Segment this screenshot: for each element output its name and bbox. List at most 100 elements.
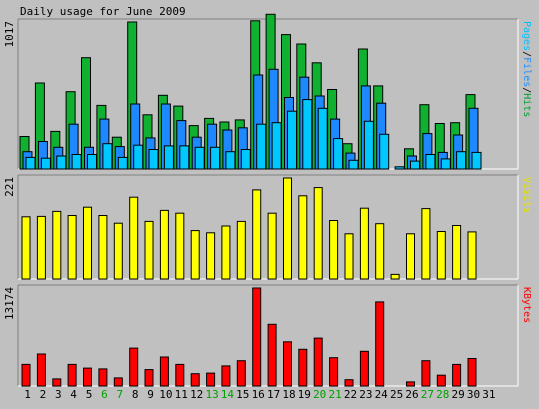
x-tick-label-day-1: 1	[24, 388, 31, 401]
panel-visits: 221 Visits	[3, 174, 532, 280]
bar-pages-day-10	[163, 145, 174, 170]
panel-kbytes: 13174 KBytes	[3, 284, 532, 387]
bar-pages-day-2	[40, 157, 51, 170]
bar-kbytes-day-29	[452, 363, 462, 387]
bar-visits-day-23	[359, 207, 369, 280]
x-tick-label-day-29: 29	[451, 388, 464, 401]
bar-kbytes-day-13	[206, 372, 216, 387]
x-tick-label-day-10: 10	[159, 388, 172, 401]
series-visits	[21, 177, 477, 280]
bar-kbytes-day-3	[52, 378, 62, 387]
bar-visits-day-4	[67, 215, 77, 280]
bar-kbytes-day-18	[283, 341, 292, 387]
x-tick-label-day-30: 30	[467, 388, 480, 401]
bar-kbytes-day-5	[83, 367, 92, 387]
bar-pages-day-3	[56, 155, 67, 170]
bar-visits-day-28	[436, 231, 446, 280]
bar-pages-day-30	[471, 151, 482, 170]
x-tick-label-day-19: 19	[298, 388, 311, 401]
bar-kbytes-day-28	[436, 374, 446, 387]
bar-pages-day-13	[210, 146, 221, 170]
x-tick-label-day-7: 7	[116, 388, 123, 401]
x-tick-label-day-24: 24	[375, 388, 389, 401]
panel-hits: 1017 Pages/Files/Hits	[3, 13, 532, 170]
bar-kbytes-day-6	[98, 368, 108, 387]
bar-visits-day-25	[390, 273, 400, 280]
bar-kbytes-day-2	[36, 353, 46, 387]
bar-visits-day-20	[313, 187, 323, 280]
panel-visits-legend: Visits	[521, 177, 532, 213]
bar-pages-day-17	[271, 122, 282, 170]
x-tick-label-day-11: 11	[175, 388, 188, 401]
x-tick-label-day-14: 14	[221, 388, 235, 401]
bar-pages-day-8	[133, 144, 144, 170]
bar-pages-day-9	[148, 149, 159, 170]
bar-visits-day-27	[421, 208, 431, 280]
bar-pages-day-4	[71, 154, 82, 170]
bar-pages-day-27	[425, 154, 436, 170]
bar-pages-day-22	[348, 159, 359, 170]
x-tick-label-day-25: 25	[390, 388, 403, 401]
x-axis-labels: 1 2 3 4 5 6 7 8 9 10 11 12 13 14 15 16 17 18 19 20 21 22 23 24 2…	[24, 388, 495, 401]
bar-visits-day-9	[144, 220, 154, 280]
x-tick-label-day-4: 4	[70, 388, 77, 401]
x-tick-label-day-17: 17	[267, 388, 280, 401]
bar-pages-day-25	[394, 166, 405, 170]
x-tick-label-day-2: 2	[40, 388, 47, 401]
series-pages	[25, 99, 482, 170]
bar-visits-day-21	[329, 220, 339, 280]
x-tick-label-day-15: 15	[236, 388, 249, 401]
bar-kbytes-day-16	[252, 287, 262, 387]
bar-kbytes-day-26	[406, 381, 415, 387]
series-kbytes	[21, 287, 477, 387]
x-tick-label-day-3: 3	[55, 388, 62, 401]
x-tick-label-day-22: 22	[344, 388, 357, 401]
x-tick-label-day-9: 9	[147, 388, 154, 401]
bar-pages-day-21	[333, 138, 344, 170]
bar-visits-day-15	[236, 220, 246, 280]
bar-kbytes-day-24	[375, 301, 385, 387]
bar-kbytes-day-15	[236, 360, 246, 387]
bar-visits-day-3	[52, 210, 62, 280]
bar-pages-day-7	[117, 156, 128, 170]
bar-visits-day-10	[159, 209, 169, 280]
bar-kbytes-day-1	[21, 363, 31, 387]
bar-visits-day-11	[175, 212, 185, 280]
bar-visits-day-16	[252, 189, 262, 280]
bar-pages-day-28	[440, 158, 451, 170]
bar-pages-day-29	[456, 151, 467, 170]
x-tick-label-day-12: 12	[190, 388, 203, 401]
bar-pages-day-14	[225, 151, 236, 170]
bar-visits-day-22	[344, 233, 354, 280]
bar-visits-day-24	[375, 223, 385, 280]
bar-pages-day-6	[102, 143, 113, 170]
bar-kbytes-day-12	[190, 373, 200, 387]
bar-kbytes-day-10	[159, 356, 169, 387]
bar-kbytes-day-4	[67, 363, 77, 387]
bar-kbytes-day-22	[344, 379, 354, 387]
bar-pages-day-20	[317, 107, 328, 170]
bar-visits-day-1	[21, 216, 31, 280]
bar-pages-day-24	[379, 133, 390, 170]
panel-kbytes-legend: KBytes	[521, 287, 532, 323]
bar-visits-day-7	[113, 222, 123, 280]
bar-pages-day-23	[363, 120, 374, 170]
x-tick-label-day-16: 16	[252, 388, 265, 401]
bar-pages-day-16	[256, 123, 267, 170]
bar-visits-day-8	[129, 196, 139, 280]
bar-visits-day-2	[36, 215, 46, 280]
legend-entry-hits-3: /	[521, 87, 532, 93]
legend-entry-kbytes-0: KBytes	[521, 287, 532, 323]
bar-visits-day-26	[406, 233, 415, 280]
bar-visits-day-29	[452, 225, 462, 280]
legend-entry-hits-2: Files	[521, 57, 532, 87]
legend-entry-visits-0: Visits	[521, 177, 532, 213]
x-tick-label-day-20: 20	[313, 388, 326, 401]
x-tick-label-day-23: 23	[359, 388, 372, 401]
bar-pages-day-18	[287, 110, 297, 170]
bar-visits-day-5	[83, 206, 92, 280]
x-tick-label-day-18: 18	[282, 388, 295, 401]
bar-pages-day-19	[302, 99, 313, 170]
